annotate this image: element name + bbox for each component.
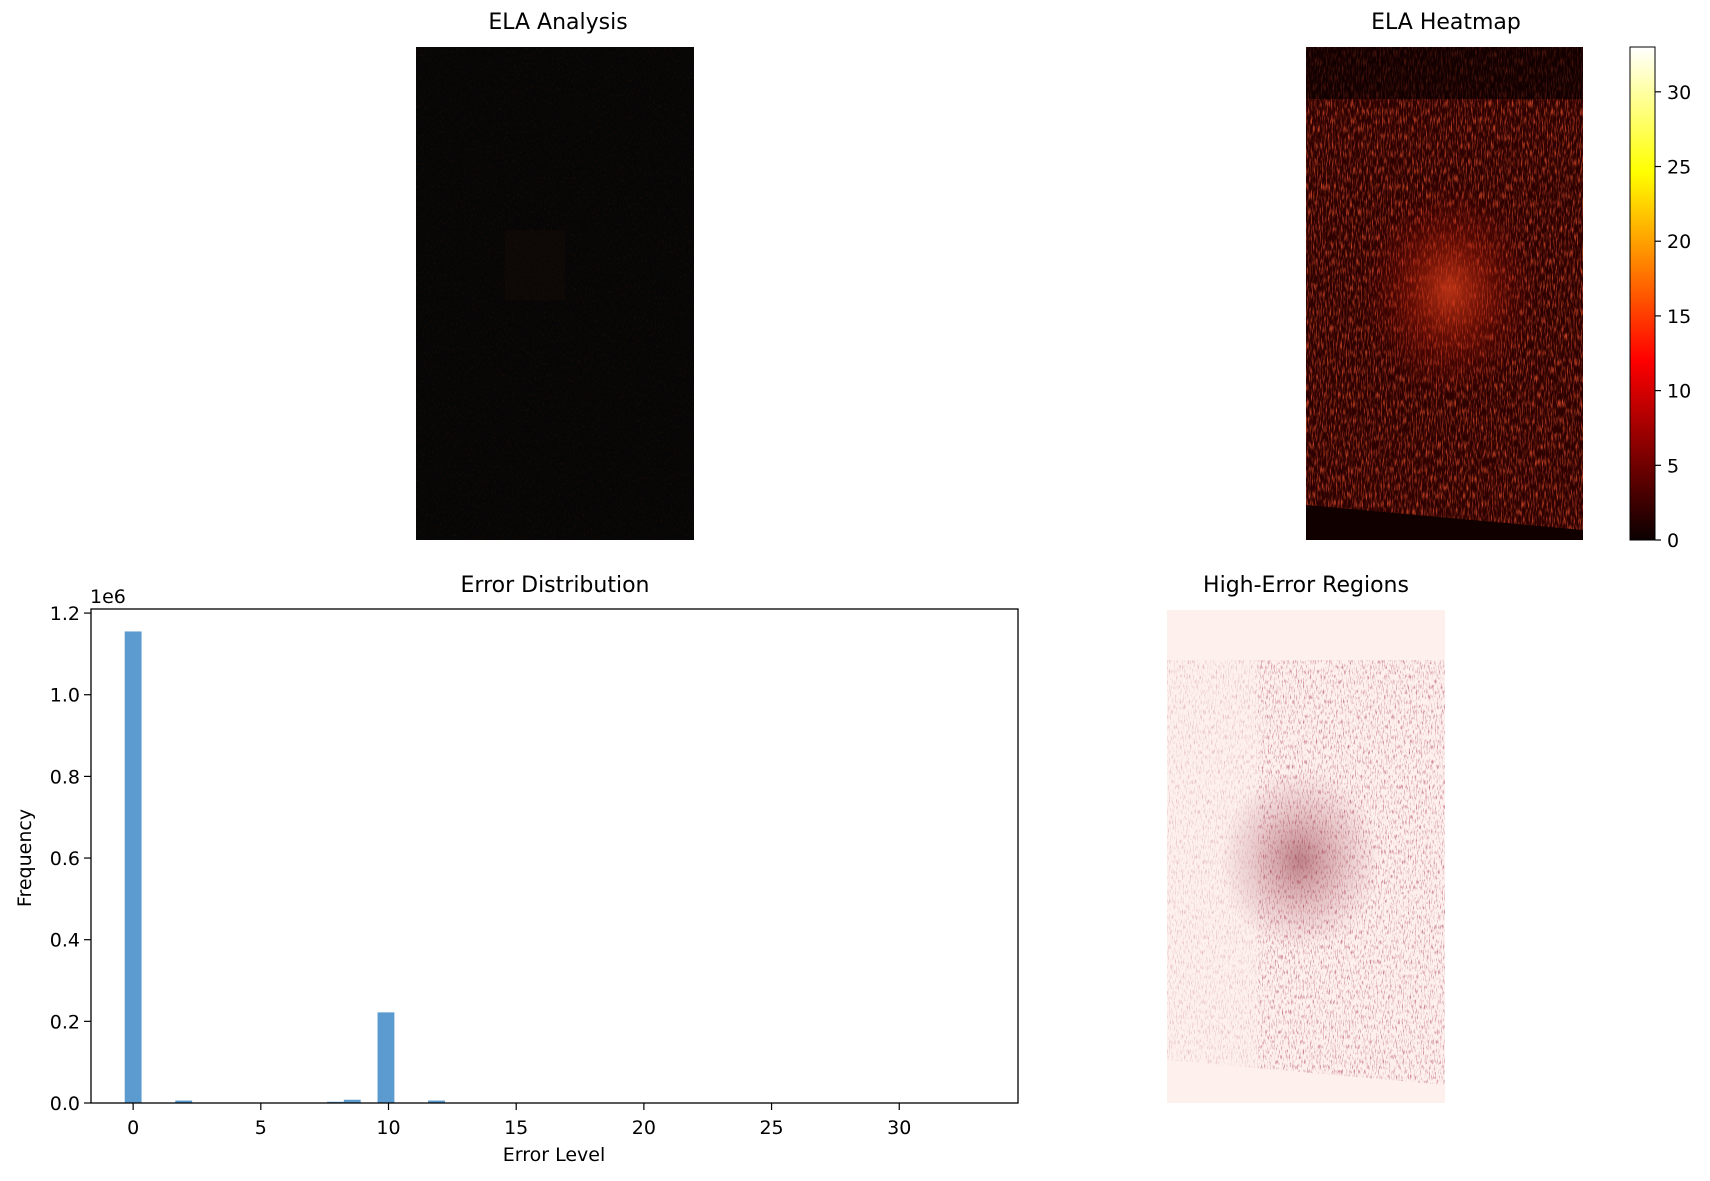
x-tick-label: 30 bbox=[887, 1117, 911, 1139]
y-tick-label: 0.2 bbox=[50, 1011, 80, 1033]
ela-heatmap-title: ELA Heatmap bbox=[1371, 10, 1521, 35]
histogram-bar bbox=[428, 1100, 445, 1103]
histogram-bar bbox=[124, 631, 142, 1103]
high-error-regions-image bbox=[1167, 610, 1445, 1103]
y-tick-label: 0.6 bbox=[50, 848, 80, 870]
y-axis-label: Frequency bbox=[14, 809, 36, 907]
x-tick-label: 0 bbox=[127, 1117, 139, 1139]
y-tick-label: 0.8 bbox=[50, 766, 80, 788]
histogram-bar bbox=[377, 1012, 395, 1103]
histogram-bars bbox=[124, 631, 445, 1103]
colorbar-tick-label: 30 bbox=[1667, 82, 1691, 104]
colorbar-tick-label: 20 bbox=[1667, 231, 1691, 253]
x-axis-ticks: 0 5 10 15 20 25 30 bbox=[127, 1103, 911, 1139]
ela-analysis-image bbox=[416, 47, 694, 540]
error-distribution-title: Error Distribution bbox=[460, 573, 650, 598]
x-tick-label: 5 bbox=[255, 1117, 267, 1139]
colorbar-tick-label: 15 bbox=[1667, 306, 1691, 328]
ela-heatmap-image bbox=[1306, 47, 1583, 540]
colorbar-tick-label: 5 bbox=[1667, 455, 1679, 477]
x-tick-label: 10 bbox=[376, 1117, 400, 1139]
y-axis-ticks: 0.0 0.2 0.4 0.6 0.8 1.0 1.2 bbox=[50, 603, 91, 1115]
plot-frame bbox=[90, 608, 1019, 1104]
colorbar-tick-label: 25 bbox=[1667, 157, 1691, 179]
colorbar-tick-label: 0 bbox=[1667, 530, 1679, 552]
y-tick-label: 1.0 bbox=[50, 685, 80, 707]
colorbar-tick-label: 10 bbox=[1667, 381, 1691, 403]
high-error-regions-title: High-Error Regions bbox=[1203, 573, 1409, 598]
histogram-bar bbox=[175, 1100, 193, 1103]
x-axis-label: Error Level bbox=[503, 1144, 606, 1166]
y-tick-label: 1.2 bbox=[50, 603, 80, 625]
x-tick-label: 25 bbox=[759, 1117, 783, 1139]
histogram-bar bbox=[343, 1099, 361, 1103]
y-tick-label: 0.4 bbox=[50, 930, 80, 952]
x-tick-label: 15 bbox=[504, 1117, 528, 1139]
y-tick-label: 0.0 bbox=[50, 1093, 80, 1115]
y-offset-label: 1e6 bbox=[90, 586, 126, 608]
x-tick-label: 20 bbox=[632, 1117, 656, 1139]
histogram-chart: 0 5 10 15 20 25 30 0.0 0.2 0.4 0.6 0.8 1.0 1.2 1e6 E… bbox=[14, 586, 1019, 1166]
colorbar-ticks: 0 5 10 15 20 25 30 bbox=[1655, 82, 1691, 552]
ela-analysis-title: ELA Analysis bbox=[488, 10, 628, 35]
colorbar: 0 5 10 15 20 25 30 bbox=[1629, 46, 1691, 552]
